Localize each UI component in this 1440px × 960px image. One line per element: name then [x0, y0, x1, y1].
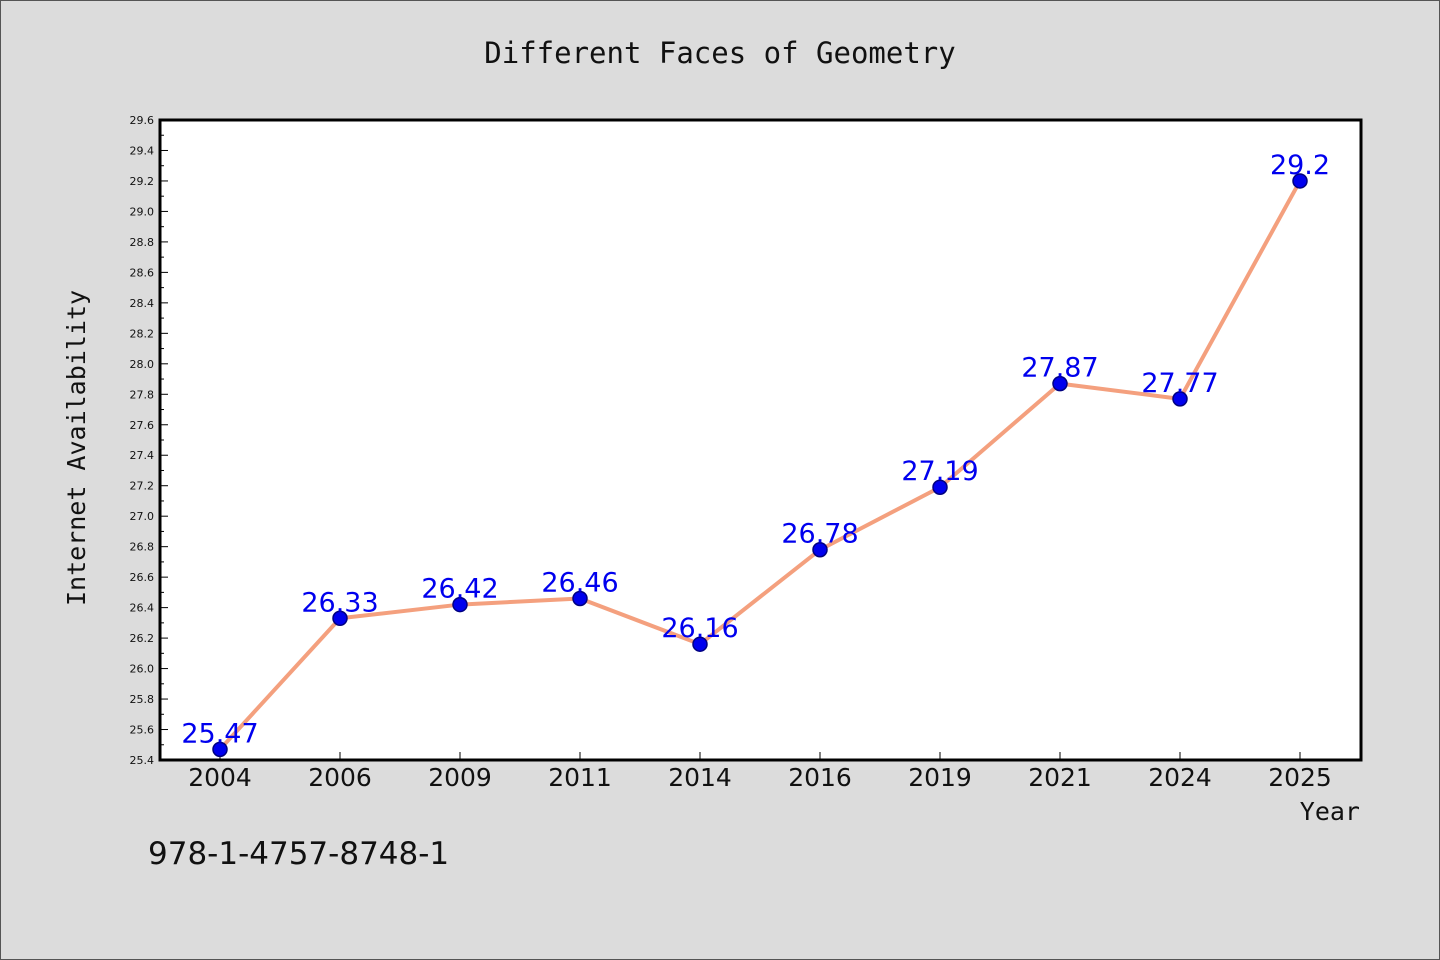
data-label: 26.16	[661, 613, 738, 644]
series-line	[218, 179, 1302, 751]
y-tick-label: 28.8	[130, 236, 155, 249]
footnote: 978-1-4757-8748-1	[148, 836, 449, 872]
y-tick-label: 28.4	[130, 297, 155, 310]
data-point	[452, 596, 468, 613]
data-label: 29.2	[1270, 150, 1330, 181]
data-markers	[212, 173, 1308, 758]
x-tick-label: 2009	[428, 763, 492, 792]
y-axis-title: Internet Availability	[62, 290, 91, 606]
x-tick-label: 2004	[188, 763, 252, 792]
y-tick-label: 27.8	[130, 388, 155, 401]
data-label: 25.47	[181, 718, 258, 749]
y-tick-label: 27.4	[130, 449, 155, 462]
x-tick-label: 2006	[308, 763, 372, 792]
data-point	[572, 590, 588, 607]
data-labels: 25.47 26.33 26.42 26.46 26.16 26.78 27.19 27.87…	[181, 150, 1330, 749]
x-tick-label: 2011	[548, 763, 612, 792]
y-tick-label: 28.0	[130, 358, 155, 371]
y-tick-label: 27.6	[130, 419, 155, 432]
x-tick-label: 2019	[908, 763, 972, 792]
y-tick-label: 25.4	[130, 754, 155, 767]
y-tick-label: 28.2	[130, 327, 155, 340]
data-point	[1052, 375, 1068, 392]
y-tick-label: 25.6	[130, 724, 155, 737]
y-tick-label: 27.0	[130, 510, 155, 523]
data-label: 26.42	[421, 574, 498, 605]
data-label: 27.87	[1021, 353, 1098, 384]
data-label: 26.78	[781, 519, 858, 550]
x-tick-label: 2025	[1268, 763, 1332, 792]
y-tick-label: 26.0	[130, 663, 155, 676]
x-axis: 2004 2006 2009 2011 2014 2016 2019 2021 2024 2025	[188, 752, 1332, 792]
y-tick-label: 27.2	[130, 480, 155, 493]
y-tick-label: 26.6	[130, 571, 155, 584]
data-point	[1292, 173, 1308, 189]
data-point	[332, 610, 348, 627]
data-point	[812, 541, 828, 558]
y-tick-label: 28.6	[130, 266, 155, 279]
y-tick-label: 29.2	[130, 175, 155, 188]
x-axis-title: Year	[1300, 797, 1360, 826]
y-tick-label: 29.0	[130, 205, 155, 218]
plot-frame	[158, 118, 1363, 762]
data-label: 26.46	[541, 567, 618, 598]
data-point	[692, 636, 708, 652]
y-tick-label: 29.6	[130, 114, 155, 127]
data-label: 27.19	[901, 456, 978, 487]
y-tick-label: 26.8	[130, 541, 155, 554]
chart-title: Different Faces of Geometry	[484, 36, 955, 70]
x-tick-label: 2021	[1028, 763, 1092, 792]
y-tick-label: 25.8	[130, 693, 155, 706]
x-tick-label: 2024	[1148, 763, 1212, 792]
y-tick-label: 26.4	[130, 602, 155, 615]
x-tick-label: 2014	[668, 763, 732, 792]
y-tick-label: 26.2	[130, 632, 155, 645]
data-point	[932, 479, 948, 495]
x-tick-label: 2016	[788, 763, 852, 792]
data-point	[1172, 391, 1188, 407]
data-point	[212, 741, 228, 758]
data-label: 26.33	[301, 587, 378, 618]
plot-area	[160, 120, 1361, 760]
y-tick-label: 29.4	[130, 144, 155, 157]
data-label: 27.77	[1141, 368, 1218, 399]
